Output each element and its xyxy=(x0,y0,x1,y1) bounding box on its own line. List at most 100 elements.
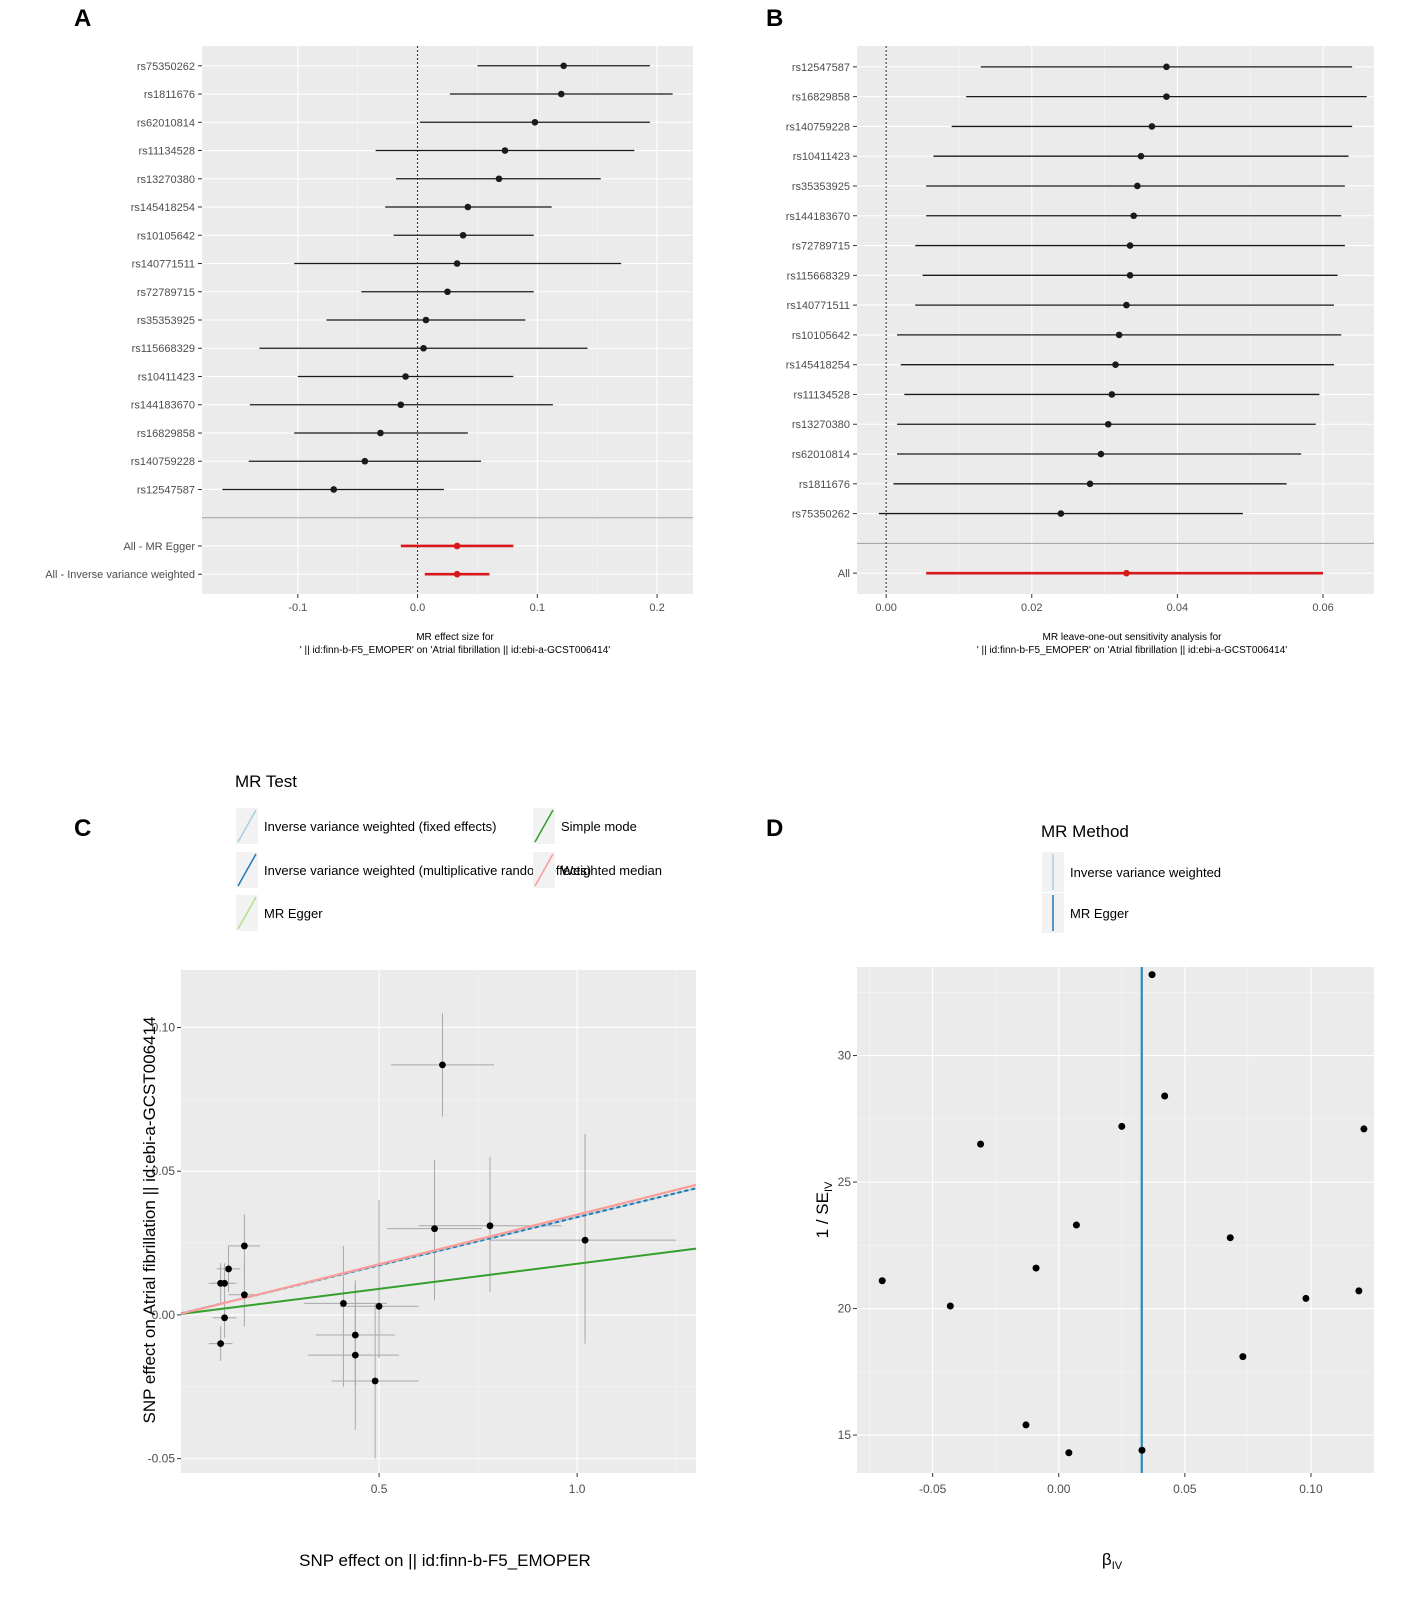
c-point xyxy=(371,1377,379,1385)
a-snp-point xyxy=(531,118,539,126)
b-snp-point xyxy=(1057,510,1065,517)
b-snp-point xyxy=(1126,272,1134,279)
a-x-tick-label: 0.1 xyxy=(530,602,545,614)
a-snp-point xyxy=(464,203,472,211)
c-plot-bg xyxy=(181,970,696,1473)
d-point xyxy=(1355,1287,1363,1295)
c-legend-label: Simple mode xyxy=(561,819,637,834)
a-x-tick-label: 0.0 xyxy=(410,602,425,614)
d-point xyxy=(1065,1449,1073,1457)
a-x-tick-label: 0.2 xyxy=(649,602,664,614)
d-point xyxy=(1072,1221,1080,1229)
a-snp-label: rs144183670 xyxy=(131,400,195,412)
b-snp-label: rs10411423 xyxy=(793,151,850,163)
c-y-tick-label: -0.05 xyxy=(148,1452,176,1466)
a-snp-point xyxy=(402,373,409,380)
b-snp-label: rs144183670 xyxy=(786,211,850,223)
c-point xyxy=(240,1291,248,1299)
c-legend-key xyxy=(237,809,257,843)
d-plot-bg xyxy=(857,967,1374,1473)
c-point xyxy=(431,1225,438,1233)
c-legend-key xyxy=(534,853,554,887)
a-snp-label: rs62010814 xyxy=(137,117,195,129)
b-snp-label: rs145418254 xyxy=(786,360,850,372)
c-point xyxy=(221,1314,228,1322)
b-snp-label: rs140771511 xyxy=(787,300,850,312)
c-xlabel: SNP effect on || id:finn-b-F5_EMOPER xyxy=(299,1551,591,1570)
b-snp-point xyxy=(1108,391,1116,398)
forest-plot-b: 0.00 0.02 0.04 0.06 rs12547587 rs16829858 rs14… xyxy=(786,46,1374,614)
d-point xyxy=(1302,1294,1310,1302)
b-snp-point xyxy=(1126,242,1134,249)
c-point xyxy=(217,1340,225,1348)
a-snp-label: rs75350262 xyxy=(137,61,195,73)
c-point xyxy=(375,1302,383,1310)
d-xlabel-main: β xyxy=(1102,1550,1112,1569)
scatter-plot-c: 0.5 1.0 -0.05 0.00 0.05 0.10 xyxy=(148,970,697,1496)
d-x-tick-label: 0.10 xyxy=(1299,1482,1323,1496)
c-x-tick-label: 0.5 xyxy=(371,1482,388,1496)
c-point xyxy=(486,1222,494,1230)
a-snp-label: rs35353925 xyxy=(137,315,195,327)
a-snp-label: rs1811676 xyxy=(144,89,195,101)
b-snp-point xyxy=(1086,480,1094,488)
d-point xyxy=(977,1140,985,1148)
b-plot-bg xyxy=(857,46,1374,594)
c-line-ivw_random xyxy=(180,1187,697,1315)
b-snp-label: rs72789715 xyxy=(792,241,850,253)
a-snp-point xyxy=(397,401,405,409)
funnel-plot-d: -0.05 0.00 0.05 0.10 15 20 25 30 xyxy=(838,967,1375,1496)
a-snp-label: rs72789715 xyxy=(137,287,195,299)
d-xlabel-sub: IV xyxy=(1112,1560,1123,1572)
d-xlabel: βIV xyxy=(1102,1550,1123,1572)
d-point xyxy=(1161,1092,1169,1100)
d-ylabel-sub: IV xyxy=(823,1181,835,1192)
d-ylabel: 1 / SEIV xyxy=(813,1181,835,1238)
b-snp-label: rs11134528 xyxy=(794,389,850,401)
b-snp-label: rs140759228 xyxy=(786,121,850,133)
b-x-tick-label: 0.02 xyxy=(1021,602,1042,614)
c-line-simple_mode xyxy=(180,1247,697,1316)
d-legend-label: MR Egger xyxy=(1070,906,1129,921)
d-y-tick-label: 20 xyxy=(838,1302,852,1316)
a-snp-label: rs145418254 xyxy=(131,202,195,214)
d-x-tick-label: 0.00 xyxy=(1047,1482,1071,1496)
d-point xyxy=(1226,1234,1234,1242)
b-snp-point xyxy=(1104,420,1112,428)
c-ylabel: SNP effect on Atrial fibrillation || id:… xyxy=(140,1017,159,1424)
c-line-weighted_median xyxy=(180,1183,697,1315)
c-y-tick-label: 0.05 xyxy=(152,1164,176,1178)
b-snp-label: rs10105642 xyxy=(792,330,850,342)
c-legend: Inverse variance weighted (fixed effects… xyxy=(236,808,662,931)
c-legend-key xyxy=(237,853,257,887)
b-snp-point xyxy=(1148,123,1156,130)
a-snp-point xyxy=(501,147,509,154)
a-snp-point xyxy=(377,429,384,437)
a-summary-label: All - MR Egger xyxy=(123,541,195,553)
d-point xyxy=(1138,1446,1146,1454)
a-summary-point xyxy=(453,570,461,578)
d-x-tick-label: 0.05 xyxy=(1173,1482,1197,1496)
panel-d-letter: D xyxy=(766,815,783,842)
b-snp-label: rs75350262 xyxy=(792,509,850,521)
d-y-tick-label: 30 xyxy=(838,1049,852,1063)
c-point xyxy=(240,1242,248,1250)
d-legend-label: Inverse variance weighted xyxy=(1070,865,1221,880)
c-point xyxy=(351,1331,359,1339)
b-x-tick-label: 0.00 xyxy=(875,602,896,614)
a-snp-label: rs12547587 xyxy=(137,484,195,496)
b-xlabel-2: ' || id:finn-b-F5_EMOPER' on 'Atrial fib… xyxy=(977,645,1287,656)
b-snp-point xyxy=(1163,93,1170,100)
d-legend-title: MR Method xyxy=(1041,822,1129,841)
a-x-tick-label: -0.1 xyxy=(288,602,307,614)
b-snp-point xyxy=(1130,212,1138,220)
a-xlabel-2: ' || id:finn-b-F5_EMOPER' on 'Atrial fib… xyxy=(300,645,610,656)
c-point xyxy=(225,1265,232,1273)
d-point xyxy=(1360,1125,1368,1133)
c-point xyxy=(439,1061,446,1069)
d-y-tick-label: 25 xyxy=(838,1175,852,1189)
b-snp-point xyxy=(1112,361,1119,368)
a-snp-label: rs11134528 xyxy=(139,146,195,158)
panel-c-letter: C xyxy=(74,815,91,842)
